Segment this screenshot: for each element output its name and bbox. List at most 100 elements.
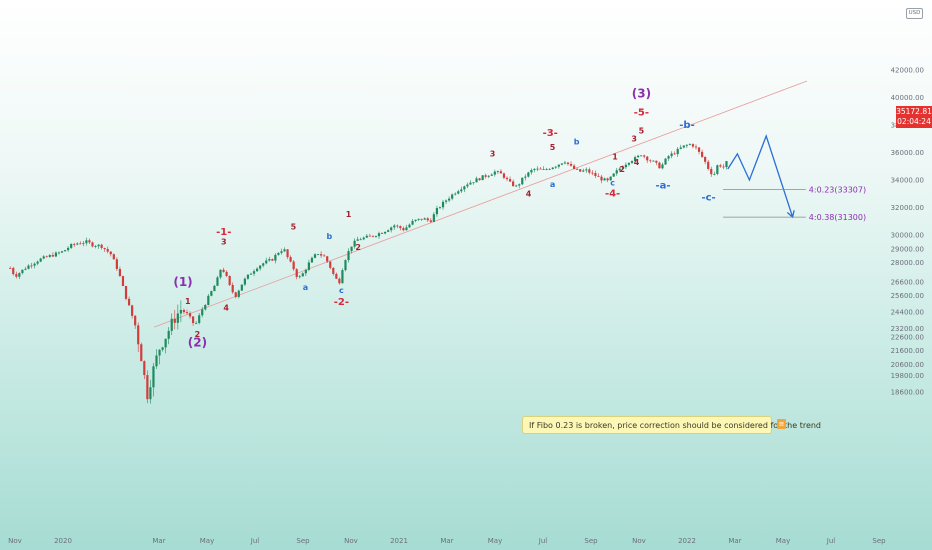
candle-body [387, 230, 390, 232]
candle-body [569, 163, 573, 166]
candle-body [335, 273, 338, 279]
candle-body [228, 275, 231, 285]
candle-body [673, 153, 676, 155]
y-tick-label: 32000.00 [891, 204, 924, 212]
wave-label: 2 [195, 330, 201, 339]
candle-body [493, 171, 496, 175]
candle-body [234, 292, 237, 297]
wave-label: 4 [634, 158, 640, 167]
candle-body [350, 246, 353, 252]
note-icon[interactable]: ≡ [777, 419, 786, 429]
y-tick-label: 29000.00 [891, 245, 924, 253]
candle-body [371, 235, 375, 237]
candle-body [527, 172, 530, 177]
wave-label: 1 [612, 152, 618, 161]
candle-body [188, 313, 192, 317]
candle-body [259, 265, 262, 269]
candle-body [572, 165, 576, 169]
candle-body [597, 176, 600, 177]
candle-body [521, 177, 524, 185]
projection-path [727, 134, 794, 218]
candle-body [243, 278, 246, 285]
candle-body [182, 309, 186, 313]
wave-label: -4- [605, 189, 620, 200]
candle-body [313, 254, 317, 258]
wave-label: b [327, 232, 333, 241]
wave-label: 3 [631, 135, 637, 144]
y-tick-label: 40000.00 [891, 94, 924, 102]
candle-body [551, 167, 554, 170]
x-tick-label: Mar [440, 537, 453, 545]
candle-body [185, 312, 189, 314]
candle-body [210, 291, 213, 296]
candle-body [319, 254, 323, 256]
candle-body [67, 247, 70, 251]
candle-body [231, 284, 234, 293]
fib-level-label: 4:0.38(31300) [809, 213, 866, 222]
candle-body [646, 156, 649, 161]
y-tick-label: 23200.00 [891, 325, 924, 333]
candle-body [97, 244, 100, 247]
candle-body [472, 182, 475, 184]
wave-label: 5 [550, 143, 556, 152]
wave-label: -b- [679, 120, 694, 131]
candle-body [606, 178, 609, 181]
candle-body [45, 256, 48, 258]
wave-label: 1 [346, 210, 352, 219]
currency-badge[interactable]: USD [906, 8, 923, 19]
candle-body [115, 259, 118, 269]
candle-body [496, 171, 499, 173]
candle-body [286, 249, 289, 258]
candle-body [475, 178, 478, 183]
x-tick-label: Mar [152, 537, 165, 545]
candle-body [124, 285, 128, 299]
wave-label: (2) [188, 335, 207, 349]
candle-body [499, 171, 503, 174]
candle-body [359, 239, 362, 241]
candle-body [707, 161, 710, 169]
wave-label: b [574, 137, 580, 146]
candle-body [201, 309, 204, 316]
candle-body [73, 244, 76, 245]
candle-body [402, 228, 405, 231]
y-tick-label: 21600.00 [891, 347, 924, 355]
candle-body [588, 169, 591, 173]
candle-body [143, 361, 146, 376]
candle-body [271, 259, 274, 261]
candle-body [716, 165, 719, 174]
candle-body [390, 227, 393, 231]
candle-body [432, 214, 435, 222]
candle-body [524, 176, 527, 178]
candle-body [429, 220, 432, 222]
bar-countdown: 02:04:24 [897, 117, 931, 126]
candle-body [502, 173, 506, 178]
candle-body [33, 263, 36, 266]
candle-body [21, 269, 24, 274]
y-tick-label: 18600.00 [891, 388, 924, 396]
candle-body [54, 252, 58, 257]
y-tick-label: 25600.00 [891, 292, 924, 300]
x-tick-label: Mar [728, 537, 741, 545]
candle-body [326, 256, 329, 262]
candle-body [505, 177, 509, 180]
x-tick-label: 2021 [390, 537, 408, 545]
candle-body [414, 219, 417, 221]
candle-body [301, 273, 304, 277]
candle-body [591, 172, 594, 174]
candle-body [448, 198, 451, 201]
candle-body [222, 269, 225, 272]
candle-body [585, 169, 588, 171]
candle-body [295, 269, 298, 277]
candle-body [649, 160, 652, 162]
wave-label: -5- [634, 107, 649, 118]
candle-body [277, 252, 280, 255]
candle-body [304, 269, 307, 274]
candle-body [191, 316, 195, 324]
x-tick-label: Jul [538, 537, 548, 545]
candle-body [582, 170, 585, 172]
x-tick-label: May [200, 537, 214, 545]
candle-body [109, 251, 112, 255]
candle-body [661, 164, 664, 169]
